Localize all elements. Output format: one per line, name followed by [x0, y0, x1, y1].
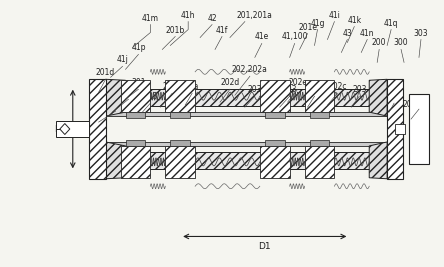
Polygon shape: [369, 79, 387, 116]
Text: 41e: 41e: [255, 33, 269, 41]
Text: 43: 43: [342, 29, 352, 37]
Text: 41m: 41m: [142, 14, 159, 23]
Text: 305: 305: [121, 88, 136, 97]
Bar: [260, 146, 289, 178]
Bar: [126, 112, 145, 118]
Bar: [170, 140, 190, 146]
Text: 41q: 41q: [384, 19, 398, 28]
Bar: [126, 140, 145, 146]
Bar: [305, 146, 334, 178]
Text: 201d: 201d: [96, 68, 115, 77]
Polygon shape: [106, 142, 126, 179]
Text: 200: 200: [372, 38, 386, 48]
Text: 41g: 41g: [310, 19, 325, 28]
Text: 303: 303: [414, 29, 428, 37]
Bar: [409, 94, 429, 164]
Bar: [387, 79, 403, 179]
Text: 202b: 202b: [163, 82, 182, 91]
Text: 203: 203: [282, 85, 297, 94]
Bar: [165, 80, 195, 112]
Bar: [170, 112, 190, 118]
Text: 201c: 201c: [402, 100, 421, 109]
Text: D1: D1: [258, 242, 271, 251]
Bar: [265, 140, 285, 146]
Text: 41i: 41i: [329, 11, 341, 19]
Bar: [265, 112, 285, 118]
Text: 43a: 43a: [307, 85, 322, 94]
Text: 42: 42: [207, 14, 217, 23]
Text: 41,100: 41,100: [281, 33, 308, 41]
Text: 203: 203: [248, 85, 262, 94]
Bar: [309, 140, 329, 146]
Text: 202,202a: 202,202a: [232, 65, 268, 74]
Bar: [89, 79, 106, 179]
Text: 306: 306: [108, 100, 123, 109]
Bar: [106, 142, 387, 146]
Text: 203: 203: [352, 85, 367, 94]
Bar: [120, 80, 151, 112]
Text: 202d: 202d: [220, 78, 240, 87]
Bar: [106, 89, 387, 106]
Text: 41f: 41f: [216, 26, 228, 34]
Text: 41p: 41p: [131, 44, 146, 52]
Text: 202e: 202e: [288, 78, 307, 87]
Text: 41h: 41h: [181, 11, 195, 19]
Bar: [305, 80, 334, 112]
Bar: [120, 146, 151, 178]
Polygon shape: [369, 142, 387, 179]
Bar: [106, 112, 387, 116]
Text: 203: 203: [143, 92, 158, 101]
Polygon shape: [106, 79, 126, 116]
Text: 201b: 201b: [166, 26, 185, 34]
Text: 41j: 41j: [117, 55, 128, 64]
Text: 301: 301: [131, 78, 146, 87]
Text: 201e: 201e: [298, 22, 317, 32]
Text: 41n: 41n: [360, 29, 374, 37]
Bar: [56, 121, 89, 137]
Text: 304: 304: [387, 92, 401, 101]
Text: 300: 300: [394, 38, 408, 48]
Bar: [309, 112, 329, 118]
Text: 42a: 42a: [185, 82, 199, 91]
Polygon shape: [60, 124, 70, 135]
Bar: [106, 152, 387, 169]
Text: 41k: 41k: [347, 15, 361, 25]
Text: 201,201a: 201,201a: [237, 11, 273, 19]
Text: D2: D2: [55, 124, 67, 134]
Text: 202c: 202c: [328, 82, 347, 91]
Bar: [395, 124, 405, 134]
Bar: [165, 146, 195, 178]
Bar: [260, 80, 289, 112]
